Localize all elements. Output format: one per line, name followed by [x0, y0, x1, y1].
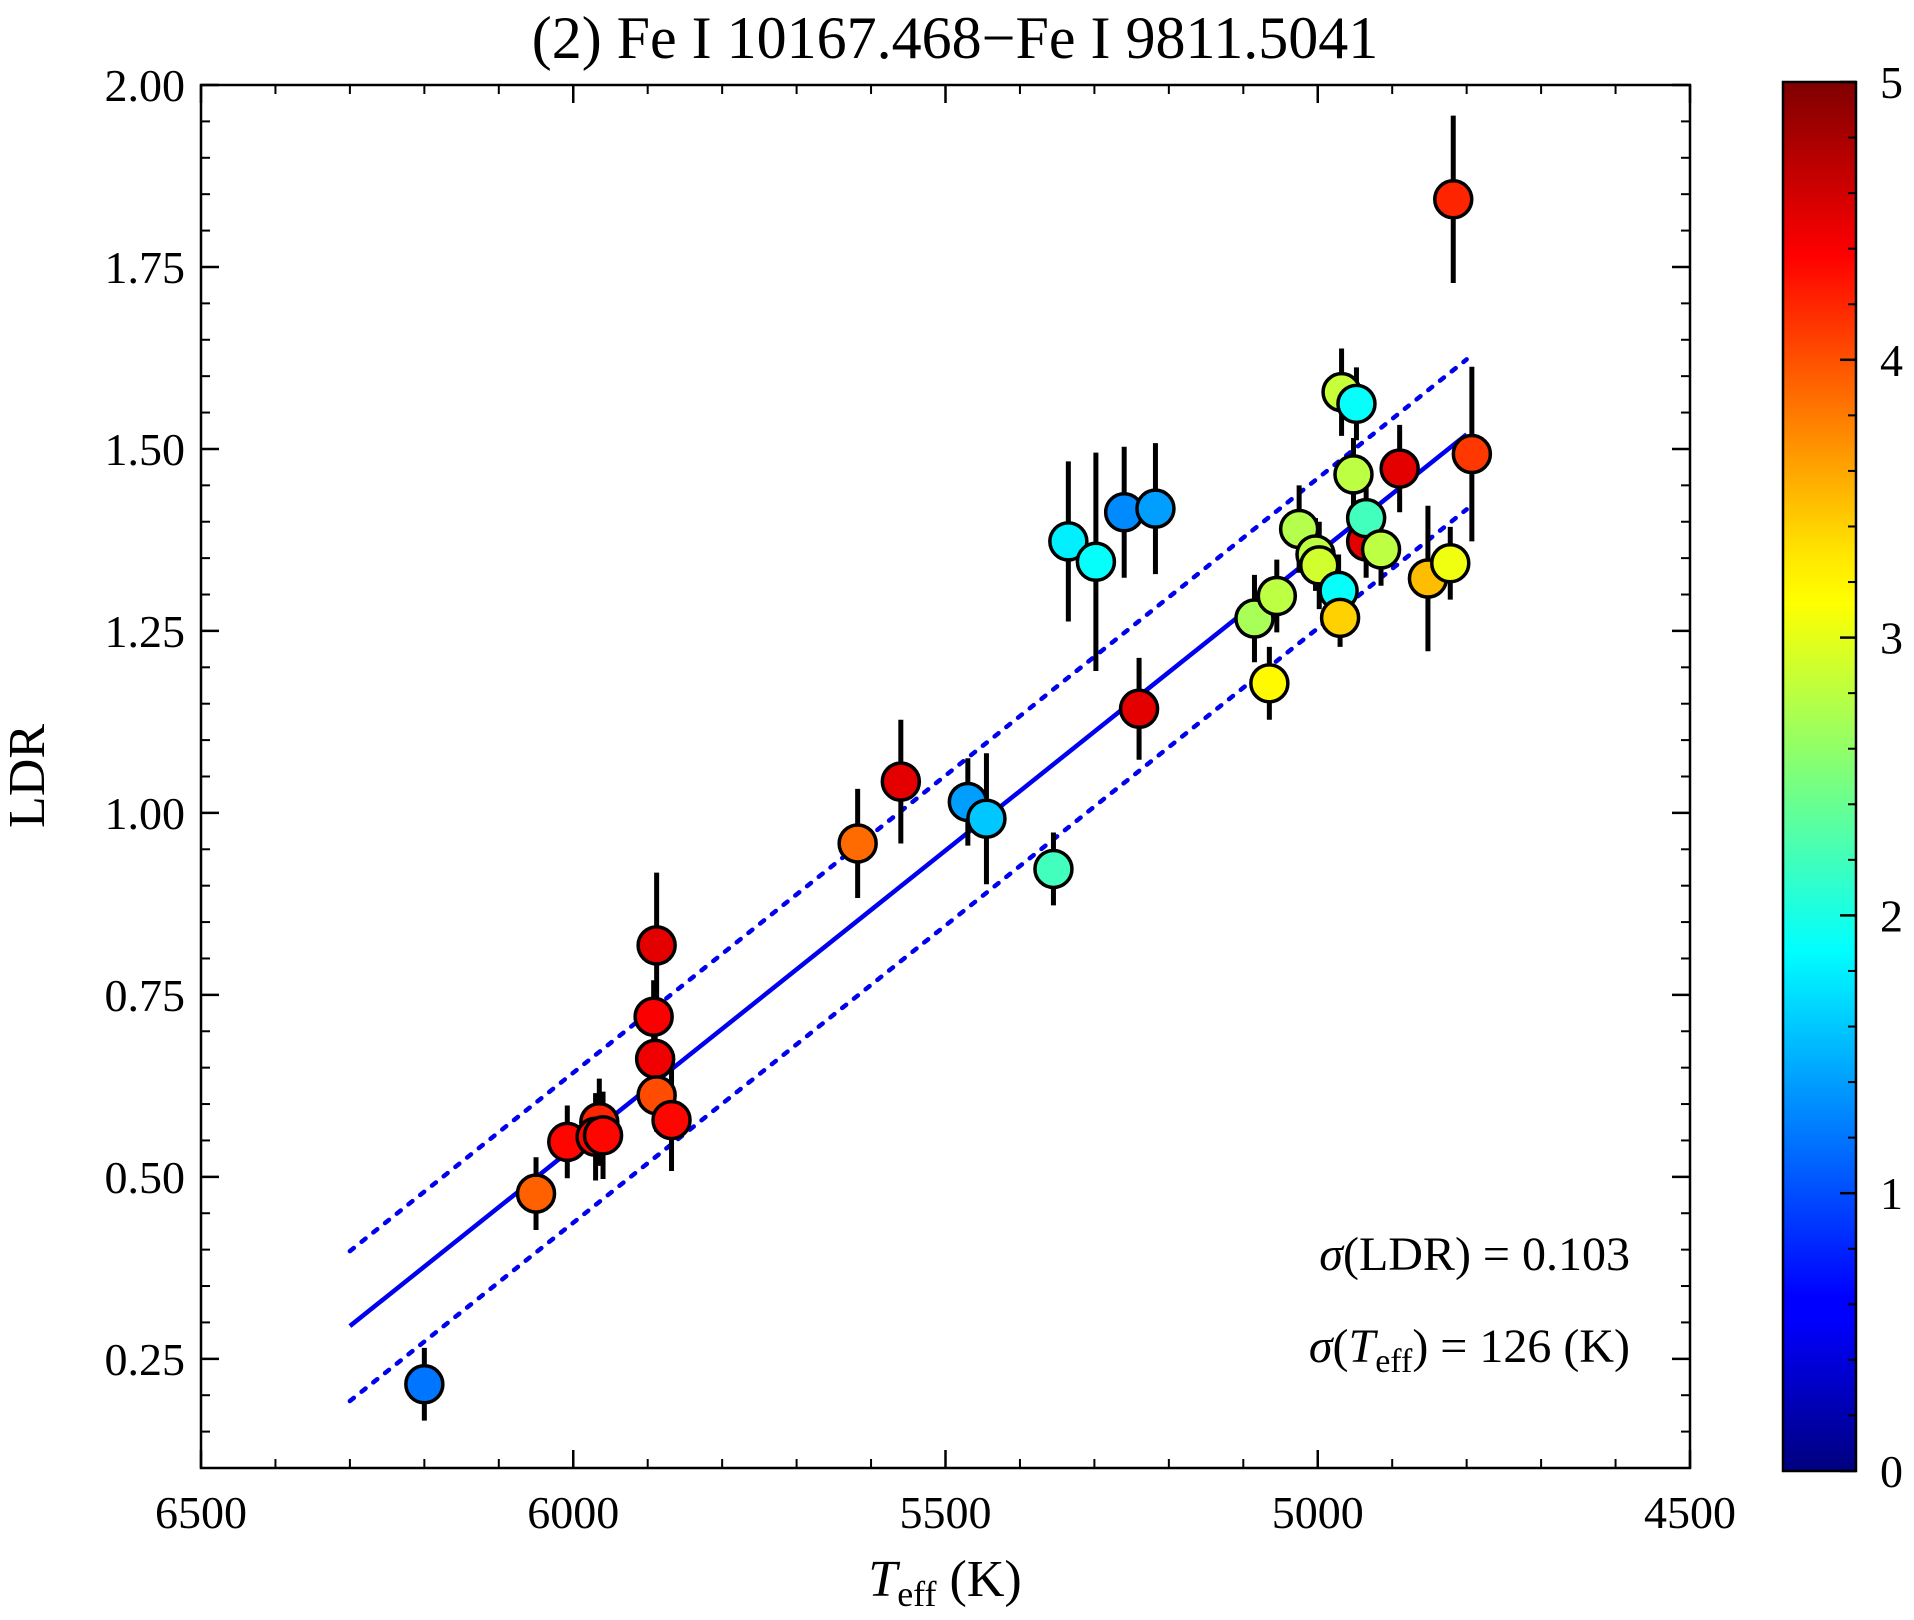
data-point — [1379, 448, 1420, 489]
x-tick-label: 4500 — [1644, 1487, 1736, 1538]
y-tick-label: 1.25 — [105, 606, 186, 657]
upper-sigma-line — [347, 357, 1469, 1254]
error-bars — [421, 115, 1475, 1421]
data-point — [837, 823, 878, 864]
sigma-teff-T: T — [1348, 1320, 1378, 1373]
sigma-teff-annotation: σ(Teff) = 126 (K) — [1309, 1320, 1630, 1380]
sigma-teff-value: ) = 126 (K) — [1412, 1320, 1630, 1373]
colorbar-ticks: 0 1 2 3 4 5 — [1840, 57, 1903, 1497]
y-tick-label: 1.75 — [105, 242, 186, 293]
lower-sigma-line — [347, 507, 1469, 1404]
y-tick-label: 1.50 — [105, 424, 186, 475]
data-point — [1075, 541, 1117, 583]
x-axis-label-sub: eff — [897, 1574, 936, 1614]
data-point — [880, 761, 922, 802]
sigma-teff-symbol: σ — [1309, 1320, 1335, 1373]
data-point — [1118, 688, 1160, 730]
data-point — [1319, 597, 1361, 639]
data-point — [404, 1364, 445, 1405]
x-tick-label: 5000 — [1272, 1487, 1364, 1538]
data-point — [966, 798, 1007, 839]
data-point — [1430, 542, 1471, 584]
data-point — [1048, 521, 1089, 562]
sigma-teff-sub: eff — [1375, 1343, 1413, 1380]
sigma-ldr-value: (LDR) = 0.103 — [1343, 1228, 1630, 1281]
data-point — [651, 1099, 692, 1141]
data-point — [1256, 575, 1298, 617]
data-point — [515, 1173, 557, 1214]
colorbar-tick-label: 2 — [1880, 890, 1903, 941]
data-point — [1135, 488, 1176, 529]
colorbar-tick-label: 3 — [1880, 613, 1903, 664]
data-point — [1333, 454, 1374, 495]
colorbar-tick-label: 4 — [1880, 335, 1903, 386]
data-point — [1360, 529, 1402, 570]
chart-title: (2) Fe I 10167.468−Fe I 9811.5041 — [532, 5, 1379, 71]
data-point — [634, 1038, 676, 1080]
x-axis-label-unit: (K) — [937, 1551, 1022, 1608]
y-axis-ticks: 0.25 0.50 0.75 1.00 1.25 1.50 1.75 2.00 — [105, 60, 1690, 1433]
data-point — [1336, 383, 1377, 425]
y-axis-label: LDR — [0, 724, 56, 828]
data-point — [582, 1115, 624, 1156]
colorbar-tick-label: 1 — [1880, 1168, 1903, 1219]
data-point — [1249, 663, 1290, 704]
sigma-teff-open: ( — [1333, 1320, 1349, 1373]
sigma-ldr-annotation: σ(LDR) = 0.103 — [1319, 1228, 1630, 1281]
colorbar-tick-label: 5 — [1880, 57, 1903, 108]
x-tick-label: 6000 — [527, 1487, 619, 1538]
data-point — [1432, 179, 1474, 220]
x-tick-label: 5500 — [900, 1487, 992, 1538]
colorbar — [1781, 80, 1858, 1473]
x-axis-ticks: 6500 6000 5500 5000 4500 — [155, 85, 1736, 1538]
x-tick-label: 6500 — [155, 1487, 247, 1538]
y-tick-label: 2.00 — [105, 60, 186, 111]
data-point — [1451, 433, 1493, 475]
data-point — [1033, 848, 1074, 890]
y-tick-label: 1.00 — [105, 788, 186, 839]
x-axis-label: Teff (K) — [868, 1551, 1021, 1614]
colorbar-tick-label: 0 — [1880, 1446, 1903, 1497]
sigma-ldr-symbol: σ — [1319, 1228, 1345, 1281]
x-axis-label-main: T — [868, 1551, 900, 1608]
data-point — [633, 996, 674, 1037]
y-tick-label: 0.50 — [105, 1152, 186, 1203]
y-tick-label: 0.75 — [105, 970, 186, 1021]
data-point — [636, 925, 677, 966]
y-tick-label: 0.25 — [105, 1334, 186, 1385]
data-points — [404, 179, 1493, 1405]
